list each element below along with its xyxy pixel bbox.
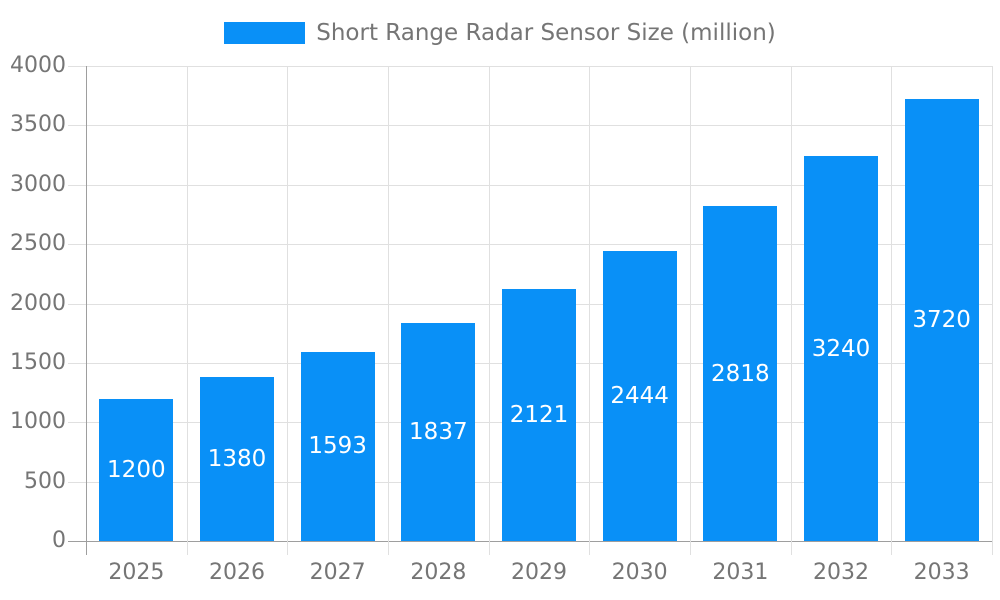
- y-tick-label: 0: [52, 528, 66, 553]
- y-tick-label: 3500: [10, 112, 66, 138]
- bar-value-label: 1200: [107, 456, 166, 483]
- y-gridline: [68, 184, 992, 186]
- y-tick-label: 500: [24, 468, 66, 494]
- x-tick-label: 2033: [913, 560, 970, 585]
- bar[interactable]: 1380: [200, 377, 274, 541]
- x-gridline: [790, 66, 792, 555]
- bar-value-label: 2818: [711, 360, 770, 387]
- y-gridline: [68, 244, 992, 246]
- bar[interactable]: 2121: [502, 289, 576, 541]
- x-tick-label: 2031: [712, 560, 769, 585]
- x-tick-label: 2026: [208, 560, 265, 585]
- y-tick-label: 3000: [10, 171, 66, 197]
- x-axis-line: [68, 541, 992, 542]
- legend-item[interactable]: Short Range Radar Sensor Size (million): [0, 20, 1000, 46]
- x-gridline: [891, 66, 893, 555]
- bar[interactable]: 3720: [904, 99, 979, 541]
- y-tick-label: 2500: [10, 231, 66, 257]
- x-tick-label: 2029: [510, 560, 567, 585]
- y-gridline: [68, 125, 992, 127]
- y-axis-line: [86, 66, 87, 555]
- bar-value-label: 1380: [207, 446, 267, 473]
- y-tick-label: 1000: [10, 409, 66, 435]
- x-tick-label: 2028: [410, 560, 467, 585]
- bar-value-label: 1837: [409, 418, 468, 445]
- x-gridline: [992, 66, 993, 555]
- legend-swatch: [224, 22, 306, 44]
- bar[interactable]: 1200: [99, 398, 174, 541]
- y-gridline: [68, 66, 992, 67]
- x-gridline: [388, 66, 389, 555]
- bar[interactable]: 2818: [703, 206, 778, 541]
- x-gridline: [287, 66, 289, 555]
- bar-value-label: 3720: [912, 307, 971, 334]
- legend-label: Short Range Radar Sensor Size (million): [316, 20, 776, 46]
- y-tick-label: 1500: [10, 349, 66, 375]
- bar-value-label: 3240: [811, 335, 871, 362]
- bar-value-label: 2444: [610, 382, 669, 409]
- x-tick-label: 2027: [309, 560, 366, 585]
- bar-value-label: 1593: [308, 433, 367, 460]
- x-tick-label: 2032: [812, 560, 869, 585]
- bar[interactable]: 1593: [300, 351, 375, 541]
- x-gridline: [488, 66, 490, 555]
- bar-value-label: 2121: [509, 402, 569, 429]
- x-tick-label: 2030: [611, 560, 668, 585]
- x-gridline: [186, 66, 188, 555]
- bar[interactable]: 2444: [602, 250, 677, 541]
- x-tick-label: 2025: [108, 560, 165, 585]
- y-tick-label: 4000: [10, 53, 66, 78]
- x-gridline: [690, 66, 691, 555]
- y-tick-label: 2000: [10, 290, 66, 316]
- bar[interactable]: 3240: [804, 156, 878, 541]
- x-gridline: [589, 66, 591, 555]
- bar[interactable]: 1837: [401, 322, 476, 541]
